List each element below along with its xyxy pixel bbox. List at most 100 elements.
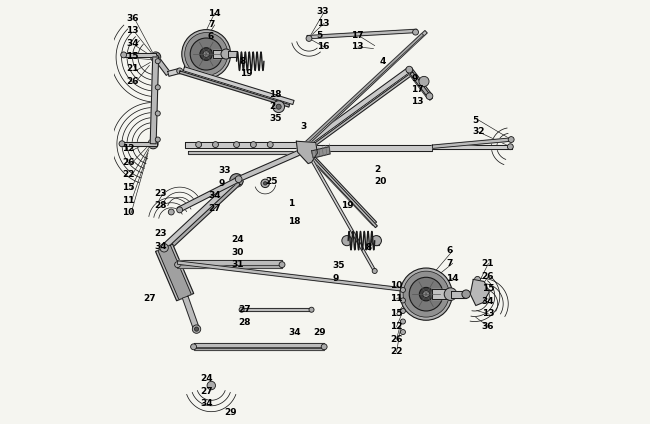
- Text: 34: 34: [288, 328, 300, 337]
- Circle shape: [194, 327, 199, 331]
- Polygon shape: [242, 308, 311, 311]
- Circle shape: [306, 36, 312, 42]
- Polygon shape: [177, 265, 282, 268]
- Text: 28: 28: [239, 318, 251, 327]
- Circle shape: [426, 93, 433, 100]
- Polygon shape: [304, 149, 376, 226]
- Circle shape: [190, 344, 196, 350]
- Circle shape: [196, 142, 202, 148]
- Circle shape: [261, 179, 269, 187]
- Polygon shape: [153, 56, 170, 75]
- Text: 13: 13: [351, 42, 363, 51]
- Text: 35: 35: [333, 262, 345, 271]
- Circle shape: [305, 153, 310, 158]
- Text: 25: 25: [265, 177, 278, 186]
- Circle shape: [155, 59, 161, 64]
- Circle shape: [230, 174, 243, 187]
- Text: 5: 5: [317, 31, 323, 39]
- Polygon shape: [194, 343, 324, 347]
- Circle shape: [307, 146, 313, 151]
- Circle shape: [185, 33, 228, 75]
- Polygon shape: [124, 53, 155, 57]
- Polygon shape: [185, 142, 302, 148]
- Text: 20: 20: [374, 177, 387, 186]
- Text: 26: 26: [122, 158, 135, 167]
- Text: 33: 33: [317, 7, 329, 17]
- Polygon shape: [432, 145, 512, 149]
- Text: 30: 30: [231, 248, 244, 257]
- Circle shape: [372, 268, 377, 273]
- Circle shape: [168, 209, 174, 215]
- Circle shape: [400, 298, 406, 303]
- Circle shape: [342, 236, 352, 245]
- Circle shape: [182, 30, 231, 78]
- Text: 27: 27: [208, 204, 220, 213]
- Circle shape: [221, 49, 231, 59]
- Text: 21: 21: [482, 259, 494, 268]
- Circle shape: [235, 176, 242, 182]
- Polygon shape: [238, 148, 307, 181]
- Text: 28: 28: [155, 201, 167, 210]
- Circle shape: [153, 55, 158, 59]
- Polygon shape: [155, 244, 194, 301]
- Text: 11: 11: [390, 294, 403, 303]
- Text: 15: 15: [390, 310, 403, 318]
- Circle shape: [233, 178, 239, 183]
- Text: 19: 19: [341, 201, 354, 210]
- Circle shape: [207, 381, 216, 390]
- Circle shape: [190, 38, 222, 70]
- Circle shape: [410, 277, 443, 311]
- Text: 8: 8: [365, 243, 371, 252]
- Circle shape: [151, 52, 161, 62]
- Text: 10: 10: [122, 208, 135, 218]
- Text: 22: 22: [390, 347, 403, 356]
- Circle shape: [203, 51, 209, 57]
- Circle shape: [422, 291, 430, 298]
- Text: 15: 15: [126, 52, 138, 61]
- Circle shape: [444, 288, 457, 301]
- Polygon shape: [194, 348, 324, 350]
- Text: 13: 13: [317, 19, 329, 28]
- Circle shape: [462, 290, 471, 298]
- Text: 17: 17: [411, 85, 424, 95]
- Circle shape: [175, 262, 181, 268]
- Circle shape: [119, 141, 125, 147]
- Circle shape: [263, 181, 267, 185]
- Polygon shape: [410, 72, 432, 100]
- Polygon shape: [177, 260, 282, 265]
- Text: 2: 2: [374, 165, 381, 173]
- Polygon shape: [150, 57, 159, 144]
- Circle shape: [155, 137, 161, 142]
- Text: 10: 10: [390, 281, 402, 290]
- Text: 14: 14: [447, 274, 459, 283]
- Text: 26: 26: [482, 271, 494, 281]
- Polygon shape: [302, 145, 432, 151]
- Text: 6: 6: [208, 32, 214, 41]
- Text: 12: 12: [122, 144, 135, 153]
- Text: 26: 26: [126, 77, 138, 86]
- Text: 27: 27: [143, 294, 155, 303]
- Circle shape: [403, 271, 449, 317]
- Text: 36: 36: [482, 322, 494, 331]
- Circle shape: [148, 139, 158, 149]
- Circle shape: [400, 329, 406, 335]
- Polygon shape: [177, 261, 432, 295]
- Text: 1: 1: [288, 199, 294, 208]
- Circle shape: [213, 142, 218, 148]
- Text: 27: 27: [239, 305, 252, 314]
- Text: 13: 13: [482, 310, 494, 318]
- Text: 4: 4: [380, 57, 386, 66]
- Text: 19: 19: [240, 70, 253, 78]
- Text: 34: 34: [208, 192, 220, 201]
- Circle shape: [192, 325, 201, 333]
- Polygon shape: [305, 31, 427, 146]
- Circle shape: [121, 52, 127, 58]
- Text: 18: 18: [288, 217, 300, 226]
- Circle shape: [371, 236, 382, 245]
- Polygon shape: [188, 151, 302, 154]
- Polygon shape: [432, 289, 450, 299]
- Text: 24: 24: [201, 374, 213, 383]
- Polygon shape: [122, 142, 157, 146]
- Polygon shape: [305, 67, 411, 147]
- Text: 33: 33: [219, 166, 231, 175]
